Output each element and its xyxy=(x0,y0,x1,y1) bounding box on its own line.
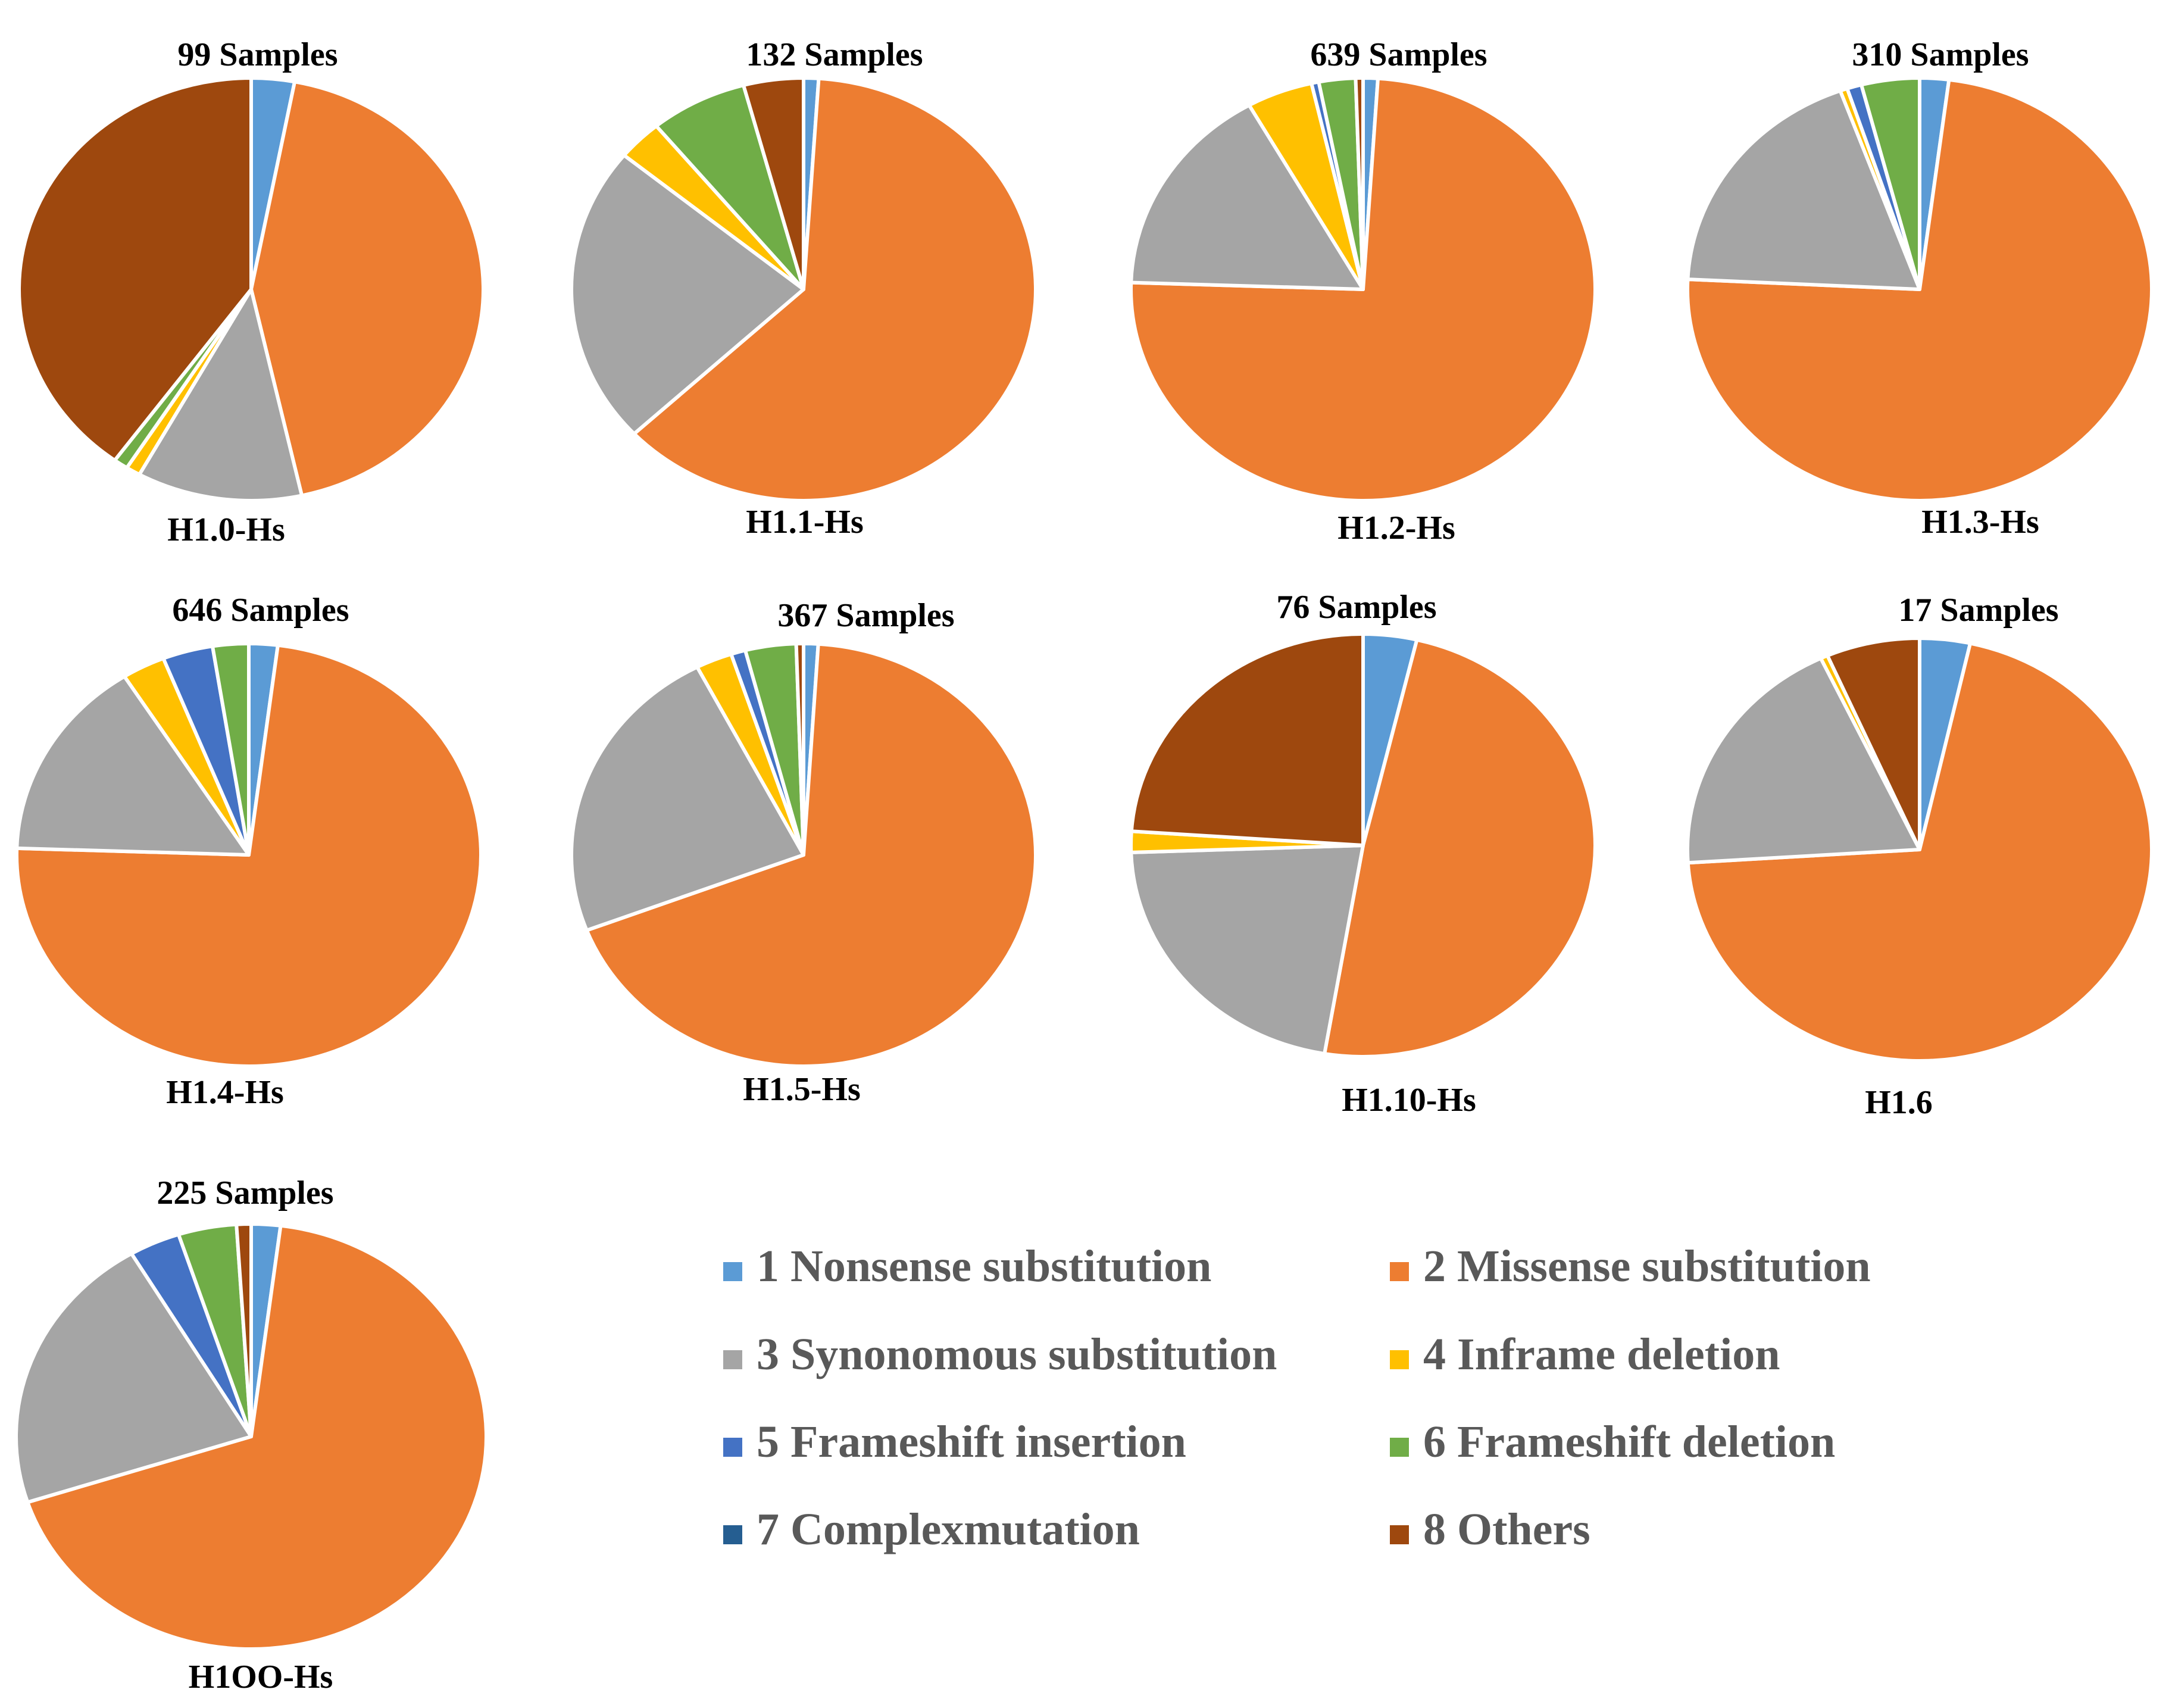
legend-label: 3 Synonomous substitution xyxy=(757,1329,1277,1379)
pie-slice-others xyxy=(17,76,253,463)
pie-slice-others xyxy=(235,1222,253,1438)
legend-item-frameshift-deletion: 6 Frameshift deletion xyxy=(1390,1417,1835,1467)
pie-chart: 17 Samples H1.6 xyxy=(1686,592,2154,1121)
pie-subtitle: H1.1-Hs xyxy=(746,504,864,541)
pie-slice-missense xyxy=(632,76,1037,502)
legend-item-inframe-deletion: 4 Inframe deletion xyxy=(1390,1329,1780,1379)
pie-charts: 99 Samples H1.0-Hs 132 Samples H1.1-Hs 639 S… xyxy=(14,36,2154,1695)
pie-slice-missense xyxy=(1323,638,1597,1058)
pie-slice-frameshift-deletion xyxy=(1860,76,1921,291)
pie-slice-synonymous xyxy=(14,1251,253,1504)
pie-slice-others xyxy=(742,76,805,291)
legend-label: 2 Missense substitution xyxy=(1423,1241,1871,1291)
pie-slice-others xyxy=(1354,76,1365,291)
legend-label: 5 Frameshift insertion xyxy=(757,1417,1186,1467)
pie-title: 367 Samples xyxy=(777,597,954,634)
pie-slice-synonymous xyxy=(570,153,805,436)
legend: 1 Nonsense substitution 2 Missense substi… xyxy=(723,1241,1871,1554)
pie-slice-synonymous xyxy=(15,675,251,857)
pie-chart: 132 Samples H1.1-Hs xyxy=(570,36,1037,541)
pie-slice-synonymous xyxy=(1686,656,1921,865)
legend-item-nonsense: 1 Nonsense substitution xyxy=(723,1241,1211,1291)
pie-title: 132 Samples xyxy=(746,36,923,73)
pie-title: 310 Samples xyxy=(1852,36,2029,73)
pie-subtitle: H1.6 xyxy=(1865,1084,1933,1121)
pie-chart: 76 Samples H1.10-Hs xyxy=(1129,589,1597,1119)
legend-swatch xyxy=(723,1525,742,1544)
legend-item-missense: 2 Missense substitution xyxy=(1390,1241,1871,1291)
pie-chart: 646 Samples H1.4-Hs xyxy=(15,592,483,1111)
legend-label: 6 Frameshift deletion xyxy=(1423,1417,1835,1467)
pie-subtitle: H1.0-Hs xyxy=(167,511,285,548)
pie-slice-synonymous xyxy=(137,288,304,502)
legend-swatch xyxy=(1390,1262,1409,1281)
pie-slice-missense xyxy=(249,80,485,498)
pie-slice-missense xyxy=(585,642,1037,1068)
pie-subtitle: H1.5-Hs xyxy=(743,1071,861,1108)
legend-item-complexmutation: 7 Complexmutation xyxy=(723,1504,1140,1554)
pie-slice-others xyxy=(794,642,805,857)
pie-title: 17 Samples xyxy=(1898,592,2058,629)
legend-swatch xyxy=(1390,1350,1409,1369)
pie-slice-synonymous xyxy=(570,665,805,932)
legend-swatch xyxy=(723,1438,742,1457)
pie-subtitle: H1.2-Hs xyxy=(1337,510,1455,547)
legend-label: 8 Others xyxy=(1423,1504,1590,1554)
pie-slice-synonymous xyxy=(1129,844,1365,1056)
pie-slice-missense xyxy=(1686,641,2154,1063)
pie-title: 225 Samples xyxy=(157,1175,333,1211)
legend-swatch xyxy=(723,1350,742,1369)
pie-slice-synonymous xyxy=(1129,103,1365,291)
legend-swatch xyxy=(723,1262,742,1281)
pie-title: 76 Samples xyxy=(1276,589,1436,626)
pie-slice-others xyxy=(1129,632,1365,847)
pie-chart: 225 Samples H1OO-Hs xyxy=(14,1175,488,1695)
pie-title: 99 Samples xyxy=(177,36,337,73)
pie-slice-missense xyxy=(26,1223,488,1651)
legend-item-frameshift-insertion: 5 Frameshift insertion xyxy=(723,1417,1186,1467)
legend-label: 1 Nonsense substitution xyxy=(757,1241,1211,1291)
pie-subtitle: H1.3-Hs xyxy=(1921,504,2039,541)
pie-subtitle: H1OO-Hs xyxy=(189,1659,333,1695)
legend-swatch xyxy=(1390,1525,1409,1544)
pie-subtitle: H1.4-Hs xyxy=(166,1074,284,1111)
legend-label: 7 Complexmutation xyxy=(757,1504,1140,1554)
pie-chart: 639 Samples H1.2-Hs xyxy=(1129,36,1597,547)
pie-slice-frameshift-deletion xyxy=(210,642,251,857)
pie-chart: 367 Samples H1.5-Hs xyxy=(570,597,1037,1108)
legend-swatch xyxy=(1390,1438,1409,1457)
pie-slice-others xyxy=(1826,636,1921,851)
legend-item-synonymous: 3 Synonomous substitution xyxy=(723,1329,1277,1379)
pie-chart: 310 Samples H1.3-Hs xyxy=(1686,36,2154,541)
pie-subtitle: H1.10-Hs xyxy=(1342,1082,1476,1119)
pie-title: 639 Samples xyxy=(1310,36,1487,73)
pie-slice-synonymous xyxy=(1686,89,1921,291)
pie-slice-frameshift-deletion xyxy=(654,83,805,291)
pie-chart: 99 Samples H1.0-Hs xyxy=(17,36,485,548)
pie-title: 646 Samples xyxy=(172,592,349,629)
legend-item-others: 8 Others xyxy=(1390,1504,1590,1554)
legend-label: 4 Inframe deletion xyxy=(1423,1329,1780,1379)
